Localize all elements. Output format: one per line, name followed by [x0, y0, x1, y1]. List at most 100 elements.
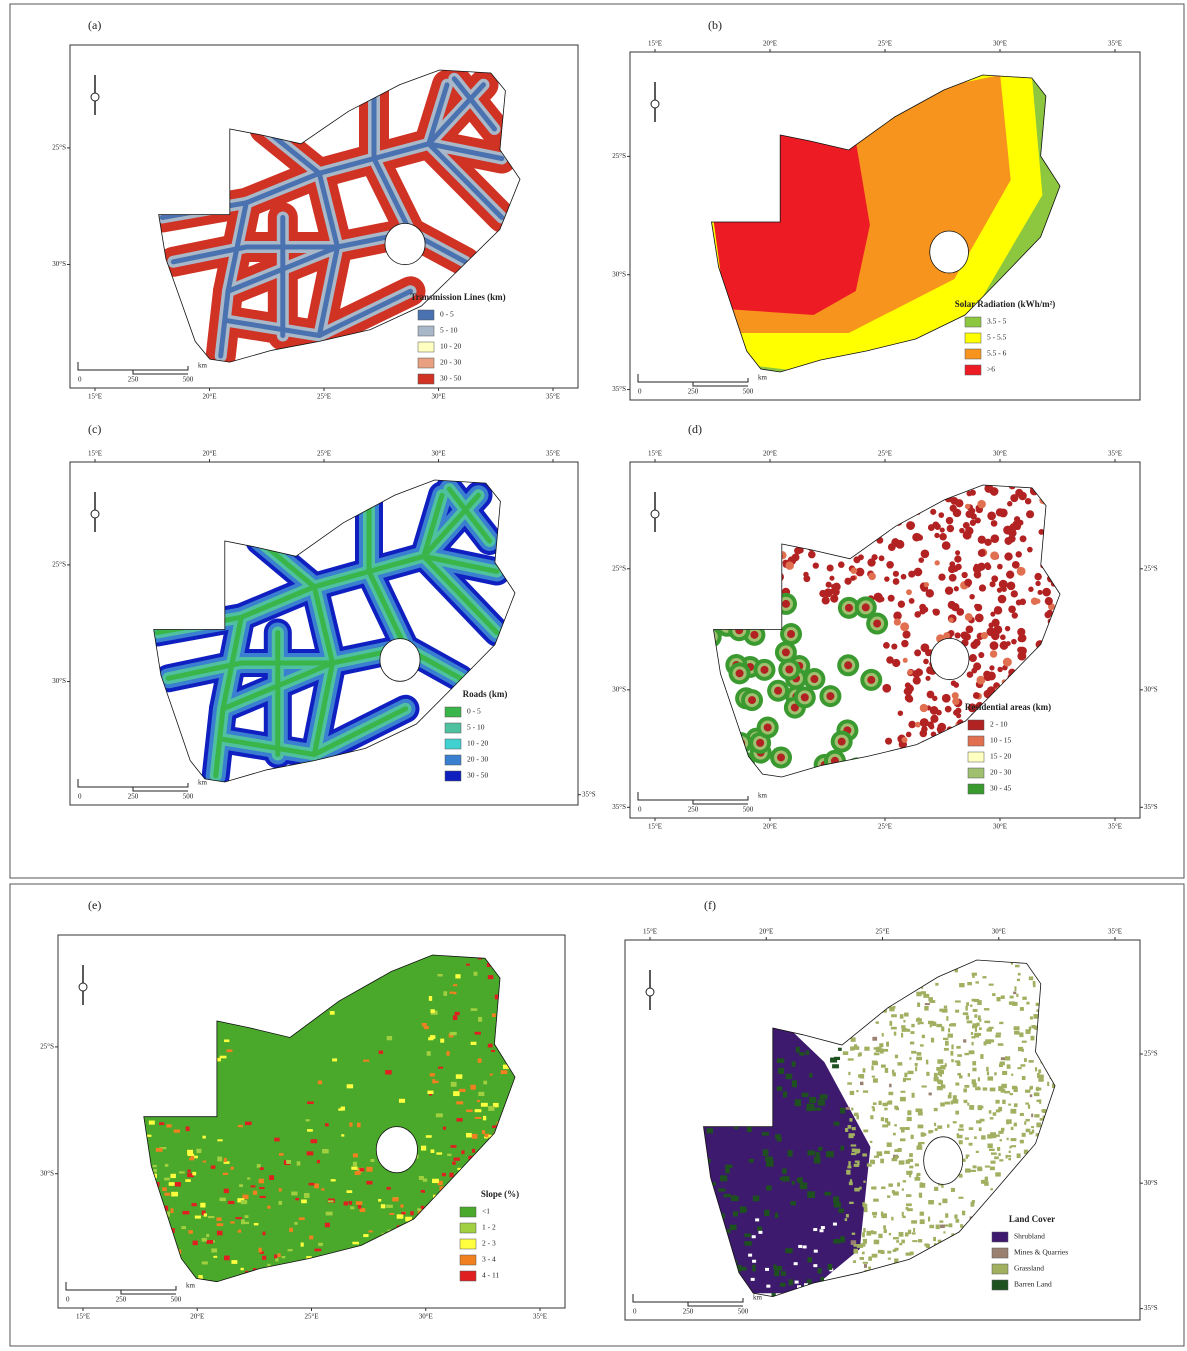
grass-cell	[918, 973, 921, 978]
barren-cell	[744, 1241, 751, 1246]
grass-cell	[852, 1127, 856, 1130]
grass-cell	[848, 1072, 850, 1075]
settlement	[910, 762, 916, 768]
settlement	[1050, 673, 1057, 680]
settlement	[1011, 754, 1017, 760]
settlement	[1041, 643, 1048, 650]
grass-cell	[983, 1087, 988, 1090]
grass-cell	[911, 1051, 916, 1054]
buffer	[782, 648, 790, 656]
slope-cell	[503, 1229, 507, 1233]
settlement	[1031, 774, 1038, 781]
slope-cell	[170, 1208, 173, 1213]
grass-cell	[1054, 975, 1058, 980]
barren-cell	[704, 1088, 709, 1094]
settlement	[1000, 634, 1006, 640]
grass-cell	[1047, 1082, 1049, 1086]
slope-cell	[455, 974, 460, 978]
tick-label: 25°E	[304, 1313, 318, 1321]
white-cell	[820, 1229, 824, 1232]
settlement	[950, 505, 957, 512]
grass-cell	[918, 1239, 922, 1242]
tick-label: 30°S	[40, 1169, 54, 1177]
settlement	[955, 632, 961, 638]
settlement	[884, 576, 889, 581]
grass-cell	[1014, 1294, 1020, 1297]
barren-cell	[746, 1069, 752, 1073]
slope-cell	[505, 1276, 510, 1280]
grass-cell	[849, 975, 852, 979]
settlement	[721, 565, 726, 570]
slope-cell	[481, 1152, 487, 1154]
grass-cell	[870, 1115, 873, 1119]
barren-cell	[834, 1202, 841, 1207]
scale-label: km	[198, 362, 208, 370]
grass-cell	[955, 1010, 959, 1013]
grass-cell	[972, 1220, 975, 1223]
white-cell	[752, 1235, 756, 1238]
settlement	[946, 482, 954, 490]
slope-cell	[191, 1016, 195, 1019]
settlement	[848, 495, 854, 501]
barren-cell	[786, 1074, 793, 1079]
slope-cell	[483, 1081, 487, 1085]
grass-cell	[873, 1102, 877, 1105]
grass-cell	[1029, 976, 1033, 980]
grass-cell	[970, 1288, 974, 1292]
grass-cell	[1009, 1119, 1012, 1124]
grass-cell	[989, 1216, 994, 1221]
settlement	[1015, 743, 1024, 752]
grass-cell	[868, 1017, 872, 1019]
settlement	[1014, 740, 1022, 748]
slope-cell	[488, 1044, 493, 1048]
slope-cell	[244, 1222, 249, 1224]
slope-cell	[181, 983, 187, 987]
white-cell	[710, 1258, 714, 1261]
grass-cell	[1011, 1145, 1016, 1147]
grass-cell	[991, 1152, 997, 1154]
grass-cell	[948, 1299, 954, 1301]
settlement	[906, 521, 915, 530]
grass-cell	[1047, 975, 1053, 978]
grass-cell	[969, 1105, 974, 1110]
settlement	[775, 572, 784, 581]
grass-cell	[862, 1252, 865, 1255]
settlement	[730, 587, 737, 594]
grass-cell	[979, 1127, 982, 1131]
grass-cell	[852, 1233, 855, 1235]
barren-cell	[772, 1006, 776, 1012]
slope-cell	[475, 1117, 482, 1119]
grass-cell	[937, 1059, 943, 1064]
tick-label: 25°S	[1144, 1050, 1158, 1058]
slope-cell	[502, 960, 509, 964]
grass-cell	[848, 1058, 854, 1060]
barren-cell	[758, 973, 762, 980]
scale-bar	[78, 779, 188, 787]
grass-cell	[1030, 1094, 1032, 1097]
slope-cell	[311, 1267, 317, 1270]
settlement	[1044, 611, 1051, 618]
grass-cell	[878, 1101, 881, 1105]
buffer	[801, 693, 809, 701]
grass-cell	[1052, 1044, 1057, 1048]
scale-label: 500	[743, 388, 754, 396]
grass-cell	[1023, 1185, 1027, 1187]
settlement	[751, 498, 756, 503]
grass-cell	[894, 979, 897, 981]
slope-cell	[275, 1258, 278, 1261]
barren-cell	[773, 1264, 776, 1269]
grass-cell	[999, 1022, 1003, 1024]
settlement	[918, 557, 924, 563]
grass-cell	[912, 1240, 917, 1242]
settlement	[884, 761, 892, 769]
slope-cell	[337, 1278, 343, 1281]
grass-cell	[1001, 1275, 1005, 1279]
grass-cell	[996, 1032, 1001, 1034]
grass-cell	[913, 1276, 917, 1279]
settlement	[859, 540, 866, 547]
settlement	[814, 497, 822, 505]
grass-cell	[1017, 979, 1020, 981]
slope-cell	[494, 1158, 499, 1162]
slope-cell	[235, 1217, 242, 1219]
settlement	[996, 508, 1004, 516]
